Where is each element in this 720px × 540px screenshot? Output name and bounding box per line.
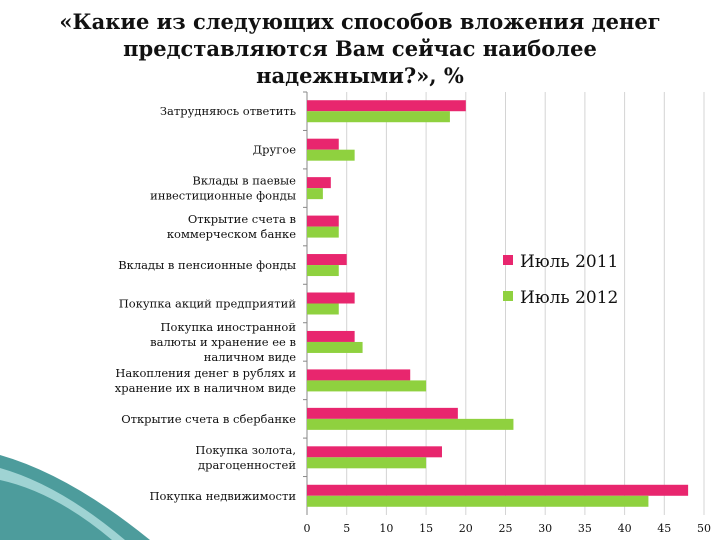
bar bbox=[307, 418, 514, 430]
x-tick-label: 50 bbox=[697, 522, 711, 535]
bar bbox=[307, 495, 649, 507]
category-label: Открытие счета в коммерческом банке bbox=[167, 212, 296, 241]
category-label: Другое bbox=[253, 143, 296, 157]
category-label: Покупка золота, драгоценностей bbox=[195, 443, 296, 472]
bar bbox=[307, 484, 689, 496]
category-label: Вклады в пенсионные фонды bbox=[118, 258, 296, 272]
bar bbox=[307, 111, 450, 123]
bar bbox=[307, 149, 355, 161]
x-tick-label: 15 bbox=[419, 522, 433, 535]
legend-label: Июль 2012 bbox=[520, 288, 618, 308]
x-tick-label: 10 bbox=[379, 522, 393, 535]
category-label: Накопления денег в рублях и хранение их в… bbox=[115, 366, 297, 395]
chart-title: «Какие из следующих способов вложения де… bbox=[59, 9, 661, 88]
bar bbox=[307, 188, 323, 200]
bar bbox=[307, 341, 363, 353]
legend-swatch bbox=[503, 255, 513, 265]
category-label: Покупка иностранной валюты и хранение ее … bbox=[150, 320, 296, 364]
plot-area: 0 5 10 15 20 25 30 35 40 45 50 Затрудняюсь ответить… bbox=[115, 91, 711, 535]
category-label: Открытие счета в сбербанке bbox=[121, 412, 296, 426]
bar bbox=[307, 330, 355, 342]
bar bbox=[307, 177, 331, 189]
bar bbox=[307, 380, 427, 392]
bar bbox=[307, 215, 339, 227]
x-tick-label: 5 bbox=[343, 522, 350, 535]
legend-label: Июль 2011 bbox=[520, 252, 618, 272]
x-tick-label: 30 bbox=[538, 522, 552, 535]
bar bbox=[307, 303, 339, 315]
category-label: Затрудняюсь ответить bbox=[160, 104, 296, 118]
x-tick-label: 45 bbox=[657, 522, 671, 535]
bar bbox=[307, 138, 339, 150]
legend-swatch bbox=[503, 291, 513, 301]
bar bbox=[307, 457, 427, 469]
bar bbox=[307, 446, 442, 458]
x-tick-label: 25 bbox=[499, 522, 513, 535]
bar bbox=[307, 100, 466, 112]
bar bbox=[307, 292, 355, 304]
x-tick-label: 35 bbox=[578, 522, 592, 535]
x-tick-label: 40 bbox=[618, 522, 632, 535]
x-tick-label: 20 bbox=[459, 522, 473, 535]
bar bbox=[307, 226, 339, 238]
x-tick-label: 0 bbox=[304, 522, 311, 535]
category-label: Покупка недвижимости bbox=[149, 489, 296, 503]
corner-decoration-light bbox=[0, 468, 125, 540]
bar bbox=[307, 254, 347, 266]
category-label: Покупка акций предприятий bbox=[119, 297, 297, 311]
bar bbox=[307, 265, 339, 277]
bar bbox=[307, 369, 411, 381]
corner-decoration bbox=[0, 455, 150, 540]
bar bbox=[307, 407, 458, 419]
category-label: Вклады в паевые инвестиционные фонды bbox=[150, 174, 296, 203]
